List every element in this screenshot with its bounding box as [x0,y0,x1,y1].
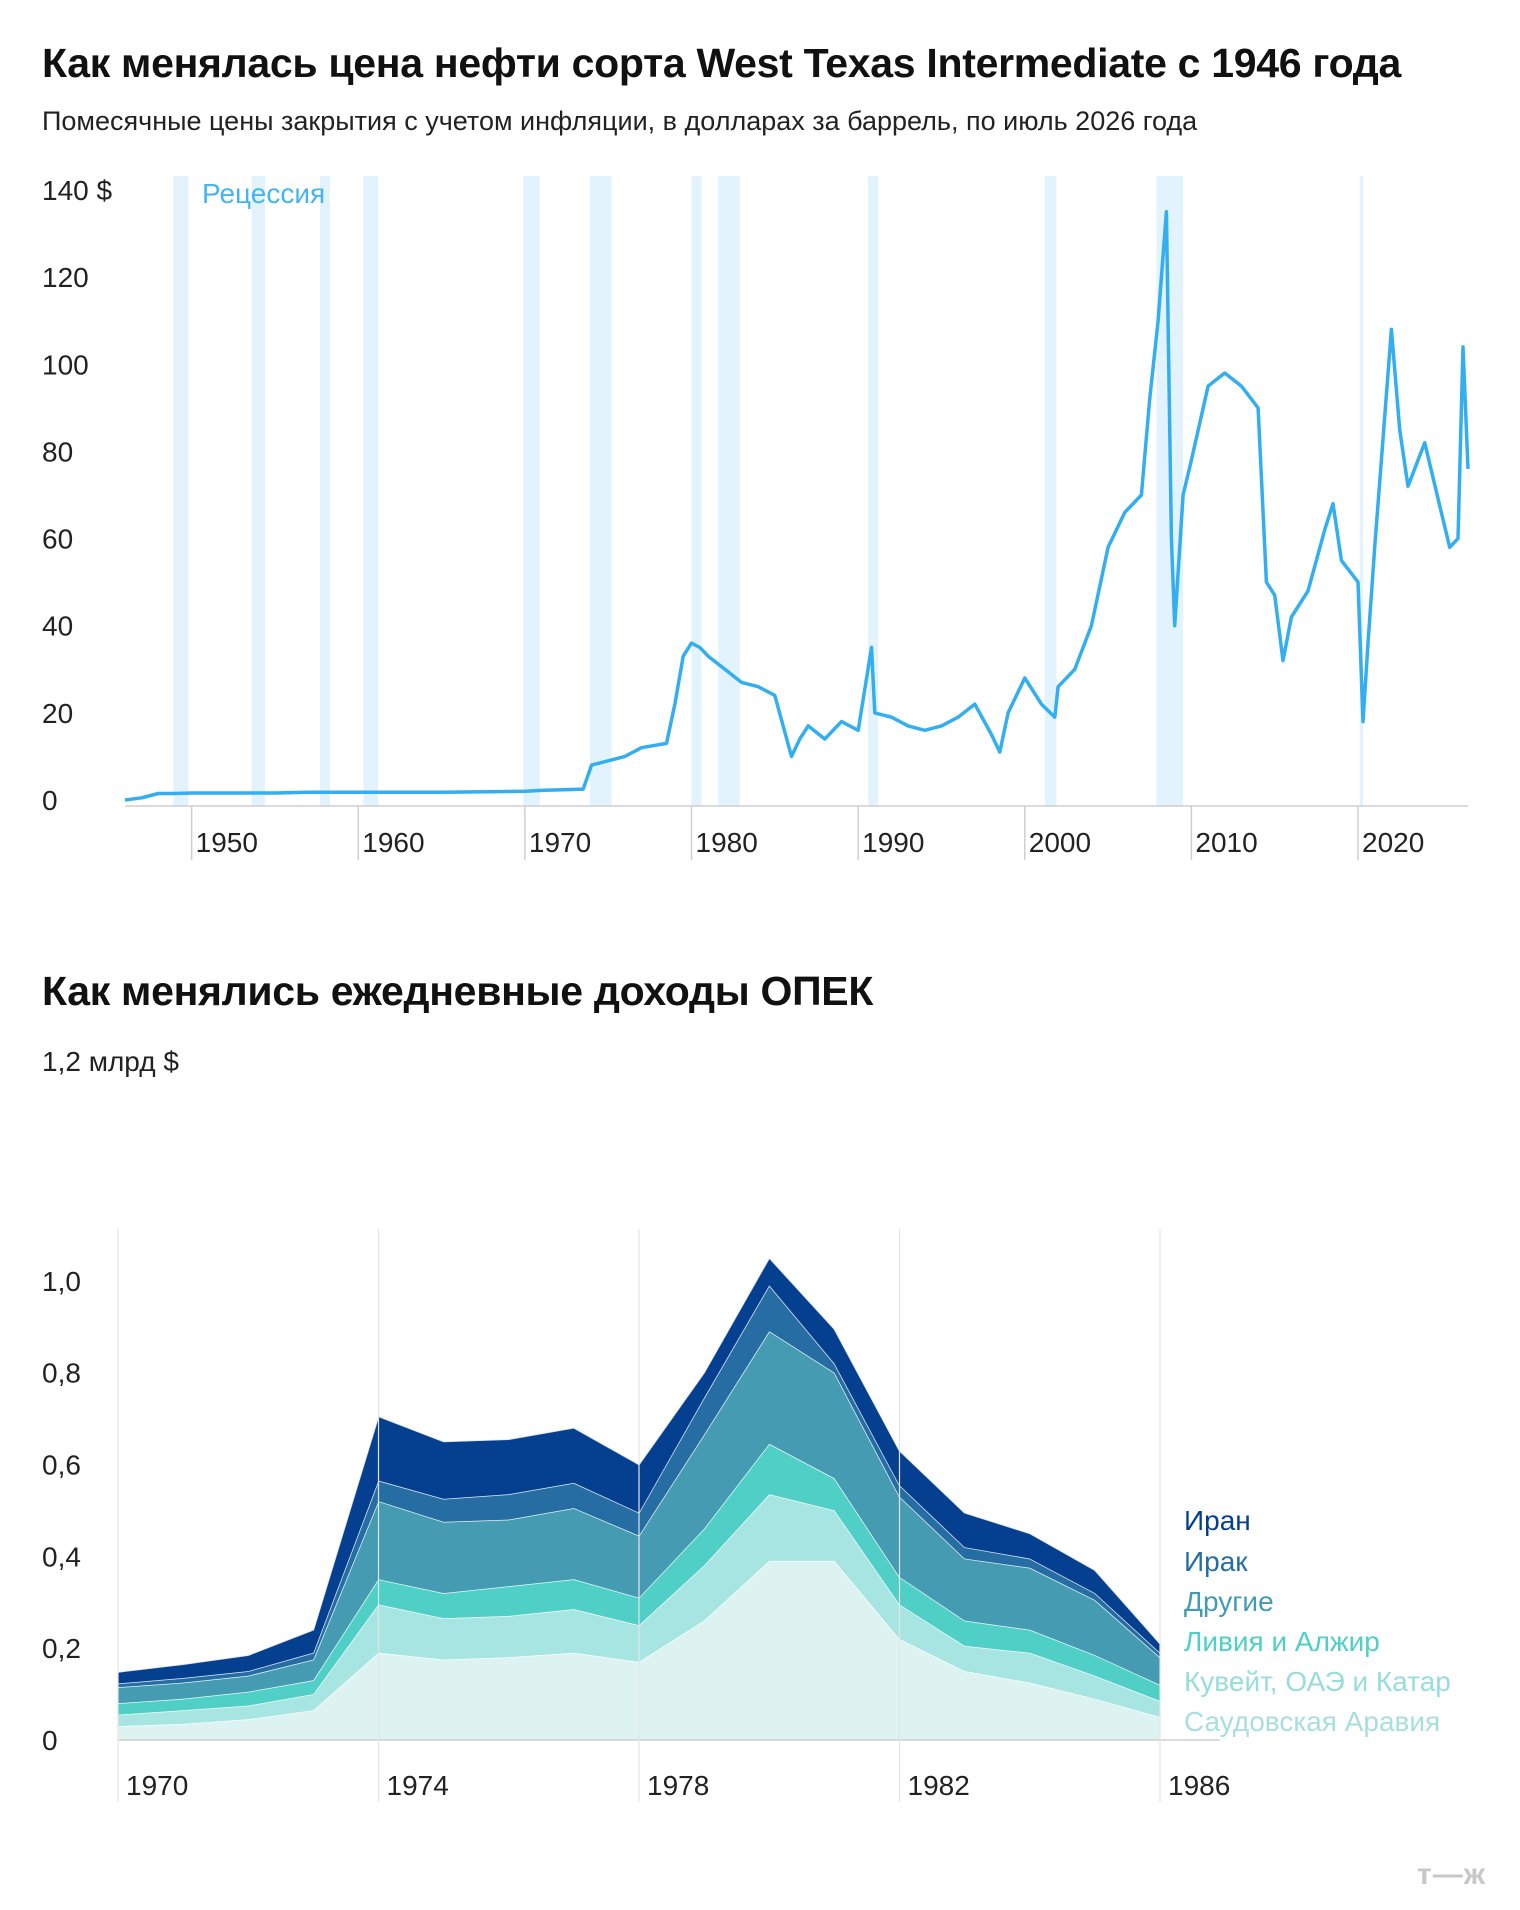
recession-band [173,176,189,806]
recession-label: Рецессия [202,178,325,209]
y-tick-label: 0,2 [42,1633,81,1664]
recession-band [691,176,702,806]
recession-band [589,176,612,806]
y-tick-label: 120 [42,262,89,293]
x-tick-label: 1970 [126,1770,188,1801]
y-tick-label: 0 [42,1725,58,1756]
legend-item: Ливия и Алжир [1184,1626,1380,1657]
x-tick-label: 1986 [1168,1770,1230,1801]
y-tick-label: 20 [42,698,73,729]
legend-item: Саудовская Аравия [1184,1706,1440,1737]
wti-price-line [124,210,1470,802]
legend-item: Ирак [1184,1546,1248,1577]
x-tick-label: 2010 [1195,827,1257,858]
recession-band [523,176,540,806]
y-tick-label: 80 [42,436,73,467]
x-tick-label: 2020 [1362,827,1424,858]
x-tick-label: 1982 [908,1770,970,1801]
y-tick-label: 60 [42,524,73,555]
x-tick-label: 1974 [387,1770,449,1801]
recession-band [251,176,265,806]
x-tick-label: 2000 [1029,827,1091,858]
y-tick-label: 0,8 [42,1358,81,1389]
y-top-label: 140 $ [42,175,112,206]
legend-item: Другие [1184,1586,1274,1617]
x-tick-label: 1990 [862,827,924,858]
recession-band [868,176,879,806]
x-tick-label: 1950 [196,827,258,858]
y-tick-label: 100 [42,349,89,380]
y-tick-label: 1,0 [42,1266,81,1297]
x-tick-label: 1980 [696,827,758,858]
legend-item: Кувейт, ОАЭ и Катар [1184,1666,1451,1697]
x-tick-label: 1978 [647,1770,709,1801]
y-tick-label: 0,6 [42,1450,81,1481]
recession-band [1044,176,1057,806]
chart2-title: Как менялись ежедневные доходы ОПЕК [42,968,874,1014]
chart1-title: Как менялась цена нефти сорта West Texas… [42,40,1402,86]
recession-band [1359,176,1364,806]
x-tick-label: 1960 [362,827,424,858]
y-tick-label: 0,4 [42,1541,81,1572]
wti-price-chart: Рецессия 0 20 40 60 80 100 120 140 $ 1950 1960 1970… [42,175,1470,860]
legend-item: Иран [1184,1505,1251,1536]
x-tick-label: 1970 [529,827,591,858]
brand-logo: т—ж [1417,1858,1486,1891]
recession-band [319,176,330,806]
recession-band [363,176,379,806]
y-top-label: 1,2 млрд $ [42,1046,179,1077]
y-tick-label: 40 [42,611,73,642]
recession-band [718,176,740,806]
y-tick-label: 0 [42,785,58,816]
chart1-subtitle: Помесячные цены закрытия с учетом инфляц… [42,106,1198,136]
